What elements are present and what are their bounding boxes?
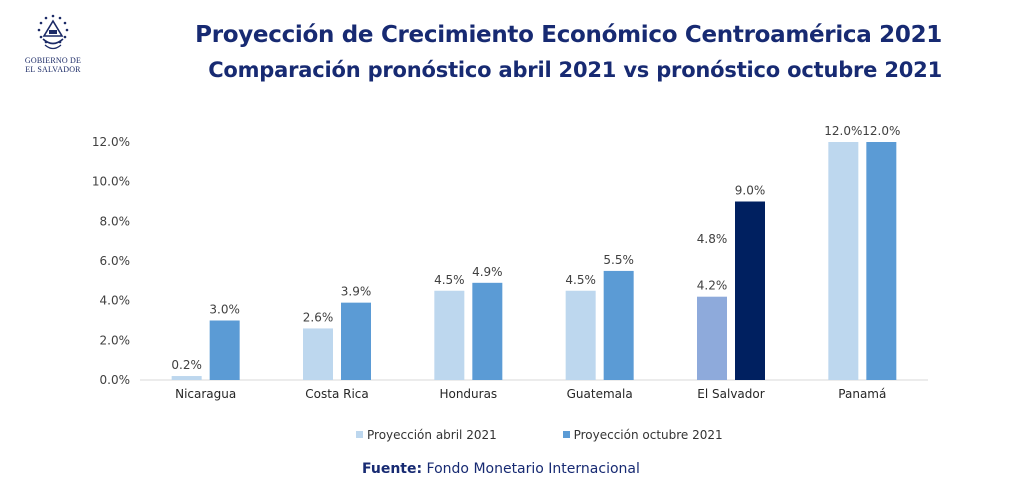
legend-item-october: Proyección octubre 2021 <box>562 428 723 442</box>
government-logo: GOBIERNO DE EL SALVADOR <box>14 12 92 98</box>
logo-text-line2: EL SALVADOR <box>25 65 81 74</box>
bar-october <box>866 142 897 380</box>
legend-item-april: Proyección abril 2021 <box>356 428 497 442</box>
data-label: 2.6% <box>303 310 334 324</box>
y-tick-label: 2.0% <box>100 333 131 347</box>
data-label: 3.0% <box>209 303 240 317</box>
data-label: 12.0% <box>862 124 900 138</box>
source-label: Fuente: <box>362 461 423 477</box>
data-label: 4.2% <box>697 279 728 293</box>
bar-april <box>828 142 859 380</box>
data-label: 5.5% <box>603 253 634 267</box>
legend-label-april: Proyección abril 2021 <box>367 428 497 442</box>
chart-title: Proyección de Crecimiento Económico Cent… <box>195 22 942 48</box>
bar-october <box>735 201 765 380</box>
y-tick-label: 6.0% <box>100 254 131 268</box>
data-label: 4.5% <box>565 273 596 287</box>
chart-subtitle: Comparación pronóstico abril 2021 vs pro… <box>208 58 942 82</box>
data-label: 3.9% <box>341 285 372 299</box>
bar-chart: 0.0% 2.0% 4.0% 6.0% 8.0% 10.0% 12.0% 0.2% 3.0% Ni… <box>92 124 928 401</box>
category-label: Panamá <box>838 387 886 401</box>
y-tick-label: 8.0% <box>100 214 131 228</box>
legend-label-october: Proyección octubre 2021 <box>573 428 723 442</box>
bar-october <box>209 320 240 380</box>
y-tick-label: 12.0% <box>92 135 130 149</box>
data-label: 12.0% <box>824 124 862 138</box>
bar-april <box>303 328 333 380</box>
data-label: 4.5% <box>434 273 465 287</box>
bar-april <box>434 290 465 380</box>
logo-text-line1: GOBIERNO DE <box>24 56 82 65</box>
legend-swatch-april <box>356 431 363 438</box>
bar-april <box>171 376 202 380</box>
chart-legend: Proyección abril 2021 Proyección octubre… <box>356 428 785 442</box>
y-tick-label: 0.0% <box>100 373 131 387</box>
category-label: Nicaragua <box>175 387 236 401</box>
bar-october <box>472 282 503 380</box>
source-note: Fuente: Fondo Monetario Internacional <box>362 461 640 477</box>
data-label: 4.9% <box>472 265 503 279</box>
coat-of-arms-icon <box>37 14 69 50</box>
category-label: Costa Rica <box>305 387 368 401</box>
y-tick-label: 4.0% <box>100 294 131 308</box>
y-tick-label: 10.0% <box>92 175 130 189</box>
bar-april <box>697 296 727 380</box>
legend-swatch-october <box>562 431 570 438</box>
bar-october <box>603 270 634 380</box>
source-text: Fondo Monetario Internacional <box>426 461 640 477</box>
category-label: Honduras <box>439 387 497 401</box>
bar-october <box>341 302 371 380</box>
data-label: 0.2% <box>171 358 202 372</box>
data-label: 9.0% <box>735 184 766 198</box>
category-label: Guatemala <box>567 387 633 401</box>
annotation-label: 4.8% <box>697 232 728 246</box>
category-label: El Salvador <box>697 387 764 401</box>
bar-april <box>565 290 596 380</box>
